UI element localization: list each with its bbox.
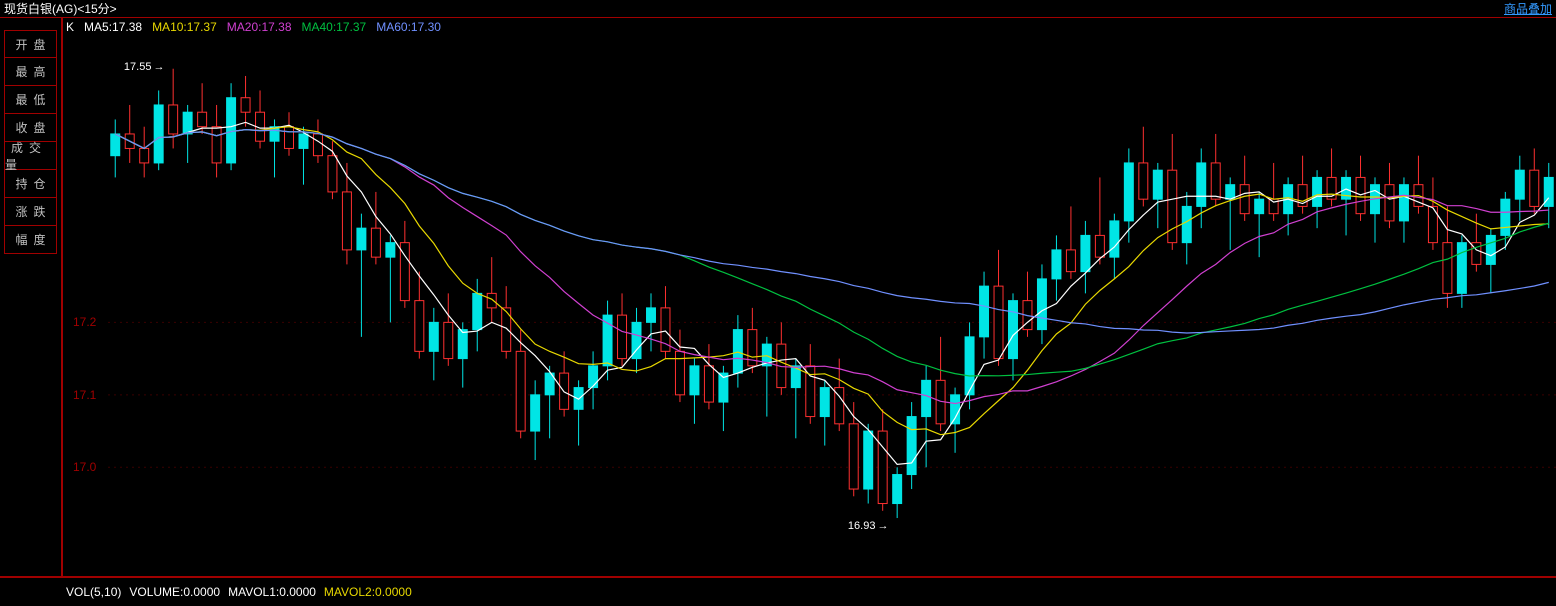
sidebar-cell: 幅度 — [4, 226, 57, 254]
sidebar-cell: 持仓 — [4, 170, 57, 198]
legend-k: K — [66, 20, 74, 34]
chart-wrap: K MA5:17.38 MA10:17.37 MA20:17.38 MA40:17.37… — [62, 18, 1556, 576]
y-axis: 17.0 17.1 17.2 — [62, 18, 108, 576]
sidebar-cell: 成交量 — [4, 142, 57, 170]
y-tick-label: 17.0 — [63, 460, 96, 474]
price-plot[interactable]: 17.55→16.93→ — [108, 18, 1556, 576]
sidebar-cell: 最低 — [4, 86, 57, 114]
sidebar-cell: 涨跌 — [4, 198, 57, 226]
sidebar: 开盘最高最低收盘成交量持仓涨跌幅度 — [0, 18, 62, 576]
y-tick-label: 17.2 — [63, 315, 96, 329]
legend-item: MA60:17.30 — [376, 20, 441, 34]
ma-legend: K MA5:17.38 MA10:17.37 MA20:17.38 MA40:17.37… — [66, 20, 441, 34]
main-area: 开盘最高最低收盘成交量持仓涨跌幅度 K MA5:17.38 MA10:17.37 MA… — [0, 18, 1556, 576]
sidebar-cell: 开盘 — [4, 30, 57, 58]
sidebar-cell: 最高 — [4, 58, 57, 86]
legend-item: MA5:17.38 — [84, 20, 142, 34]
chart-svg — [108, 18, 1556, 576]
legend-item: MA10:17.37 — [152, 20, 217, 34]
legend-item: MA40:17.37 — [302, 20, 367, 34]
y-tick-label: 17.1 — [63, 388, 96, 402]
overlay-link[interactable]: 商品叠加 — [1504, 0, 1552, 17]
legend-item: MA20:17.38 — [227, 20, 292, 34]
instrument-title: 现货白银(AG)<15分> — [4, 0, 117, 17]
volume-legend-item: MAVOL2:0.0000 — [324, 585, 412, 599]
top-bar: 现货白银(AG)<15分> 商品叠加 — [0, 0, 1556, 18]
volume-legend-item: VOL(5,10) — [66, 585, 121, 599]
volume-legend-item: VOLUME:0.0000 — [129, 585, 220, 599]
volume-panel: VOL(5,10) VOLUME:0.0000 MAVOL1:0.0000 MAVOL… — [0, 576, 1556, 606]
volume-legend-item: MAVOL1:0.0000 — [228, 585, 316, 599]
